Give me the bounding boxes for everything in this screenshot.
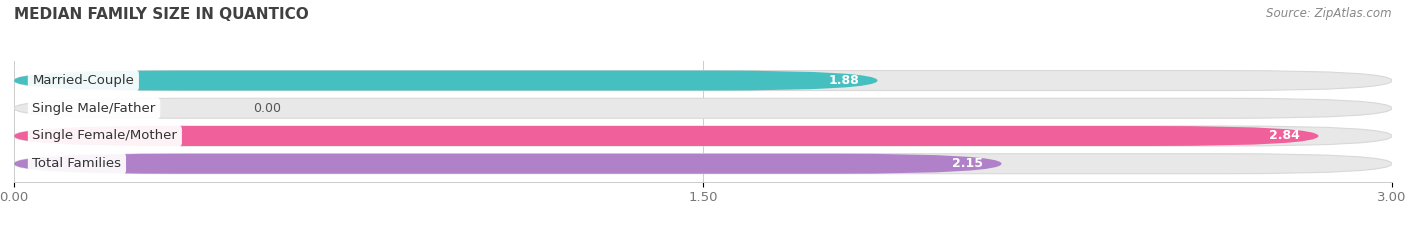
FancyBboxPatch shape (14, 126, 1392, 146)
Text: Single Male/Father: Single Male/Father (32, 102, 156, 115)
Text: Total Families: Total Families (32, 157, 121, 170)
FancyBboxPatch shape (14, 98, 1392, 118)
FancyBboxPatch shape (14, 71, 1392, 91)
Text: 2.84: 2.84 (1270, 130, 1301, 143)
FancyBboxPatch shape (14, 71, 877, 91)
Text: Source: ZipAtlas.com: Source: ZipAtlas.com (1267, 7, 1392, 20)
FancyBboxPatch shape (14, 126, 1319, 146)
Text: 1.88: 1.88 (828, 74, 859, 87)
Text: MEDIAN FAMILY SIZE IN QUANTICO: MEDIAN FAMILY SIZE IN QUANTICO (14, 7, 309, 22)
Text: Married-Couple: Married-Couple (32, 74, 135, 87)
FancyBboxPatch shape (14, 154, 1001, 174)
Text: Single Female/Mother: Single Female/Mother (32, 130, 177, 143)
FancyBboxPatch shape (14, 154, 1392, 174)
Text: 2.15: 2.15 (952, 157, 983, 170)
Text: 0.00: 0.00 (253, 102, 281, 115)
